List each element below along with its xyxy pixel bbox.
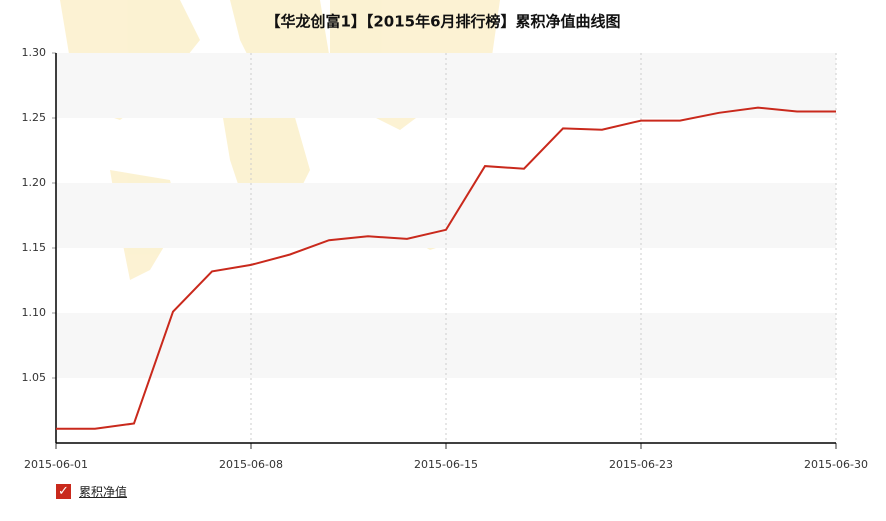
plot: 1.05 1.10 1.15 1.20 1.25 1.30 2015-06-01 2015-0… <box>22 46 868 471</box>
y-tick-label: 1.10 <box>22 306 47 319</box>
y-tick-label: 1.05 <box>22 371 47 384</box>
x-tick-label: 2015-06-01 <box>24 458 88 471</box>
x-tick-label: 2015-06-30 <box>804 458 868 471</box>
x-tick-label: 2015-06-15 <box>414 458 478 471</box>
x-tick-label: 2015-06-08 <box>219 458 283 471</box>
chart-title: 【华龙创富1】【2015年6月排行榜】累积净值曲线图 <box>265 13 620 31</box>
y-tick-label: 1.20 <box>22 176 47 189</box>
y-tick-label: 1.30 <box>22 46 47 59</box>
legend-checkbox[interactable]: ✓ <box>56 483 71 499</box>
legend-label[interactable]: 累积净值 <box>79 484 128 499</box>
y-tick-label: 1.25 <box>22 111 47 124</box>
y-tick-label: 1.15 <box>22 241 47 254</box>
series-line <box>56 106 836 430</box>
legend: ✓ 累积净值 <box>56 482 127 500</box>
x-tick-label: 2015-06-23 <box>609 458 673 471</box>
